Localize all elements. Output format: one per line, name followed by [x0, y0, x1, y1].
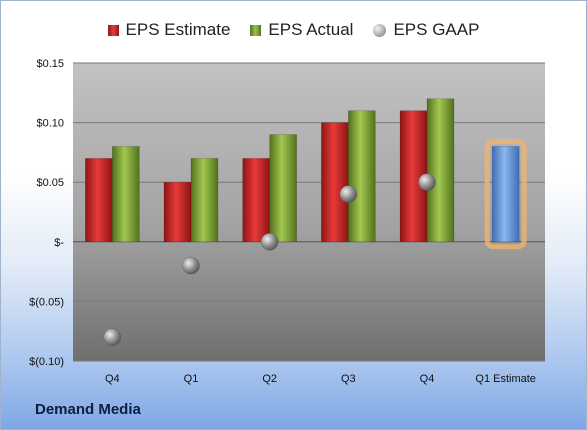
eps-gaap-point	[418, 173, 436, 191]
legend-item-eps-gaap: EPS GAAP	[373, 18, 479, 42]
eps-actual-bar	[190, 158, 219, 243]
eps-gaap-point	[103, 328, 122, 346]
x-tick-label: Q4	[105, 373, 120, 385]
eps-actual-bar	[269, 134, 297, 243]
eps-gaap-point	[339, 185, 358, 203]
x-tick-label: Q2	[262, 373, 277, 385]
eps-estimate-forecast-bar	[491, 146, 520, 243]
x-tick-label: Q3	[341, 373, 356, 385]
eps-estimate-bar	[85, 158, 113, 243]
plot-area	[73, 63, 545, 361]
eps-estimate-bar	[321, 122, 349, 243]
eps-gaap-point	[260, 233, 279, 251]
legend-item-eps-actual: EPS Actual	[250, 18, 353, 42]
eps-estimate-bar	[163, 181, 192, 243]
estimate-highlight	[484, 138, 527, 250]
eps-actual-bar	[348, 110, 376, 243]
eps-actual-bar	[426, 98, 455, 243]
legend-item-eps-estimate: EPS Estimate	[107, 18, 231, 42]
y-tick-label: $-	[54, 237, 64, 249]
y-tick-label: $0.15	[36, 58, 64, 70]
eps-gaap-point	[182, 256, 200, 275]
company-name: Demand Media	[35, 401, 141, 418]
y-tick-label: $(0.10)	[29, 356, 64, 368]
legend-label-actual: EPS Actual	[268, 20, 354, 39]
legend: EPS Estimate EPS Actual EPS GAAP	[1, 18, 586, 42]
x-tick-label: Q1 Estimate	[475, 373, 536, 385]
eps-estimate-bar	[242, 158, 270, 243]
y-tick-label: $0.05	[36, 177, 64, 189]
y-tick-label: $0.10	[36, 118, 64, 130]
legend-label-gaap: EPS GAAP	[393, 20, 480, 39]
eps-actual-bar	[112, 146, 140, 243]
y-tick-label: $(0.05)	[29, 296, 64, 308]
x-tick-label: Q1	[184, 373, 199, 385]
legend-label-estimate: EPS Estimate	[125, 20, 231, 39]
legend-swatch-estimate	[107, 24, 119, 36]
x-tick-label: Q4	[420, 373, 435, 385]
legend-swatch-gaap	[373, 23, 387, 37]
legend-swatch-actual	[250, 24, 262, 36]
